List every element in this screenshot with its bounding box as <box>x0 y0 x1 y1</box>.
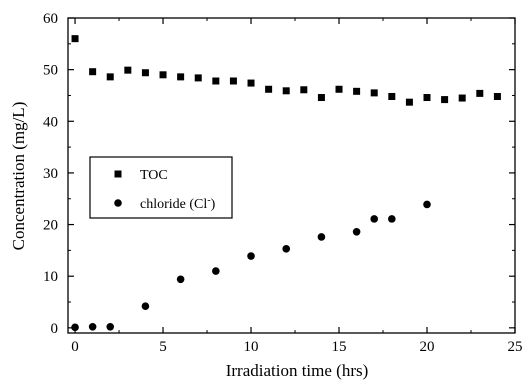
chloride-point <box>88 323 97 331</box>
toc-point <box>335 85 343 93</box>
toc-point <box>71 35 79 43</box>
toc-point <box>124 66 132 74</box>
toc-point <box>247 79 255 87</box>
chloride-point <box>247 252 255 260</box>
legend: TOC chloride (Cl-) <box>89 156 233 219</box>
legend-box <box>89 156 233 219</box>
toc-point <box>141 69 149 77</box>
plot-frame <box>67 17 516 334</box>
toc-point <box>423 94 431 102</box>
chloride-point <box>141 302 150 310</box>
chloride-point <box>212 267 220 275</box>
toc-point <box>300 86 308 94</box>
toc-point <box>265 85 273 93</box>
chloride-point <box>176 275 185 284</box>
chloride-point <box>106 323 115 331</box>
legend-label: chloride (Cl-) <box>140 195 216 212</box>
y-axis-label: Concentration (mg/L) <box>9 102 28 251</box>
y-tick-label: 50 <box>43 63 58 79</box>
x-axis-label: Irradiation time (hrs) <box>226 361 369 380</box>
x-tick-label: 10 <box>244 339 259 355</box>
toc-point <box>89 68 97 76</box>
axes-layer <box>67 17 516 334</box>
toc-point <box>212 77 220 85</box>
toc-point <box>159 71 167 79</box>
chloride-point <box>71 323 79 332</box>
toc-point <box>317 94 325 102</box>
toc-point <box>388 92 396 100</box>
y-tick-label: 10 <box>43 269 58 285</box>
toc-point <box>353 87 361 95</box>
y-tick-label: 20 <box>43 218 58 234</box>
chloride-point <box>388 215 396 223</box>
x-tick-label: 20 <box>420 339 435 355</box>
toc-point <box>282 87 290 95</box>
legend-label: TOC <box>140 168 168 183</box>
legend-marker-toc <box>114 170 122 178</box>
chloride-point <box>423 200 431 209</box>
toc-point <box>441 96 449 104</box>
toc-point <box>229 77 237 85</box>
y-tick-label: 0 <box>51 321 59 337</box>
toc-point <box>194 74 202 82</box>
x-tick-label: 15 <box>332 339 347 355</box>
ticks-layer: 0 5 10 15 20 25 0 10 20 30 40 50 60 <box>43 11 523 355</box>
chloride-point <box>370 215 379 223</box>
x-tick-label: 5 <box>159 339 167 355</box>
toc-point <box>370 89 378 97</box>
toc-point <box>177 73 185 81</box>
y-tick-label: 60 <box>43 11 58 27</box>
toc-point <box>493 92 501 100</box>
y-tick-label: 30 <box>43 166 58 182</box>
y-tick-label: 40 <box>43 114 58 130</box>
x-tick-label: 25 <box>508 339 523 355</box>
chloride-point <box>282 245 291 253</box>
chloride-point <box>352 227 361 236</box>
toc-point <box>476 89 484 97</box>
toc-point <box>106 73 114 81</box>
legend-marker-chloride <box>114 199 122 207</box>
x-tick-label: 0 <box>71 339 79 355</box>
data-marks-layer <box>71 35 501 332</box>
chloride-point <box>317 233 326 241</box>
toc-point <box>458 94 466 102</box>
toc-point <box>405 98 413 106</box>
